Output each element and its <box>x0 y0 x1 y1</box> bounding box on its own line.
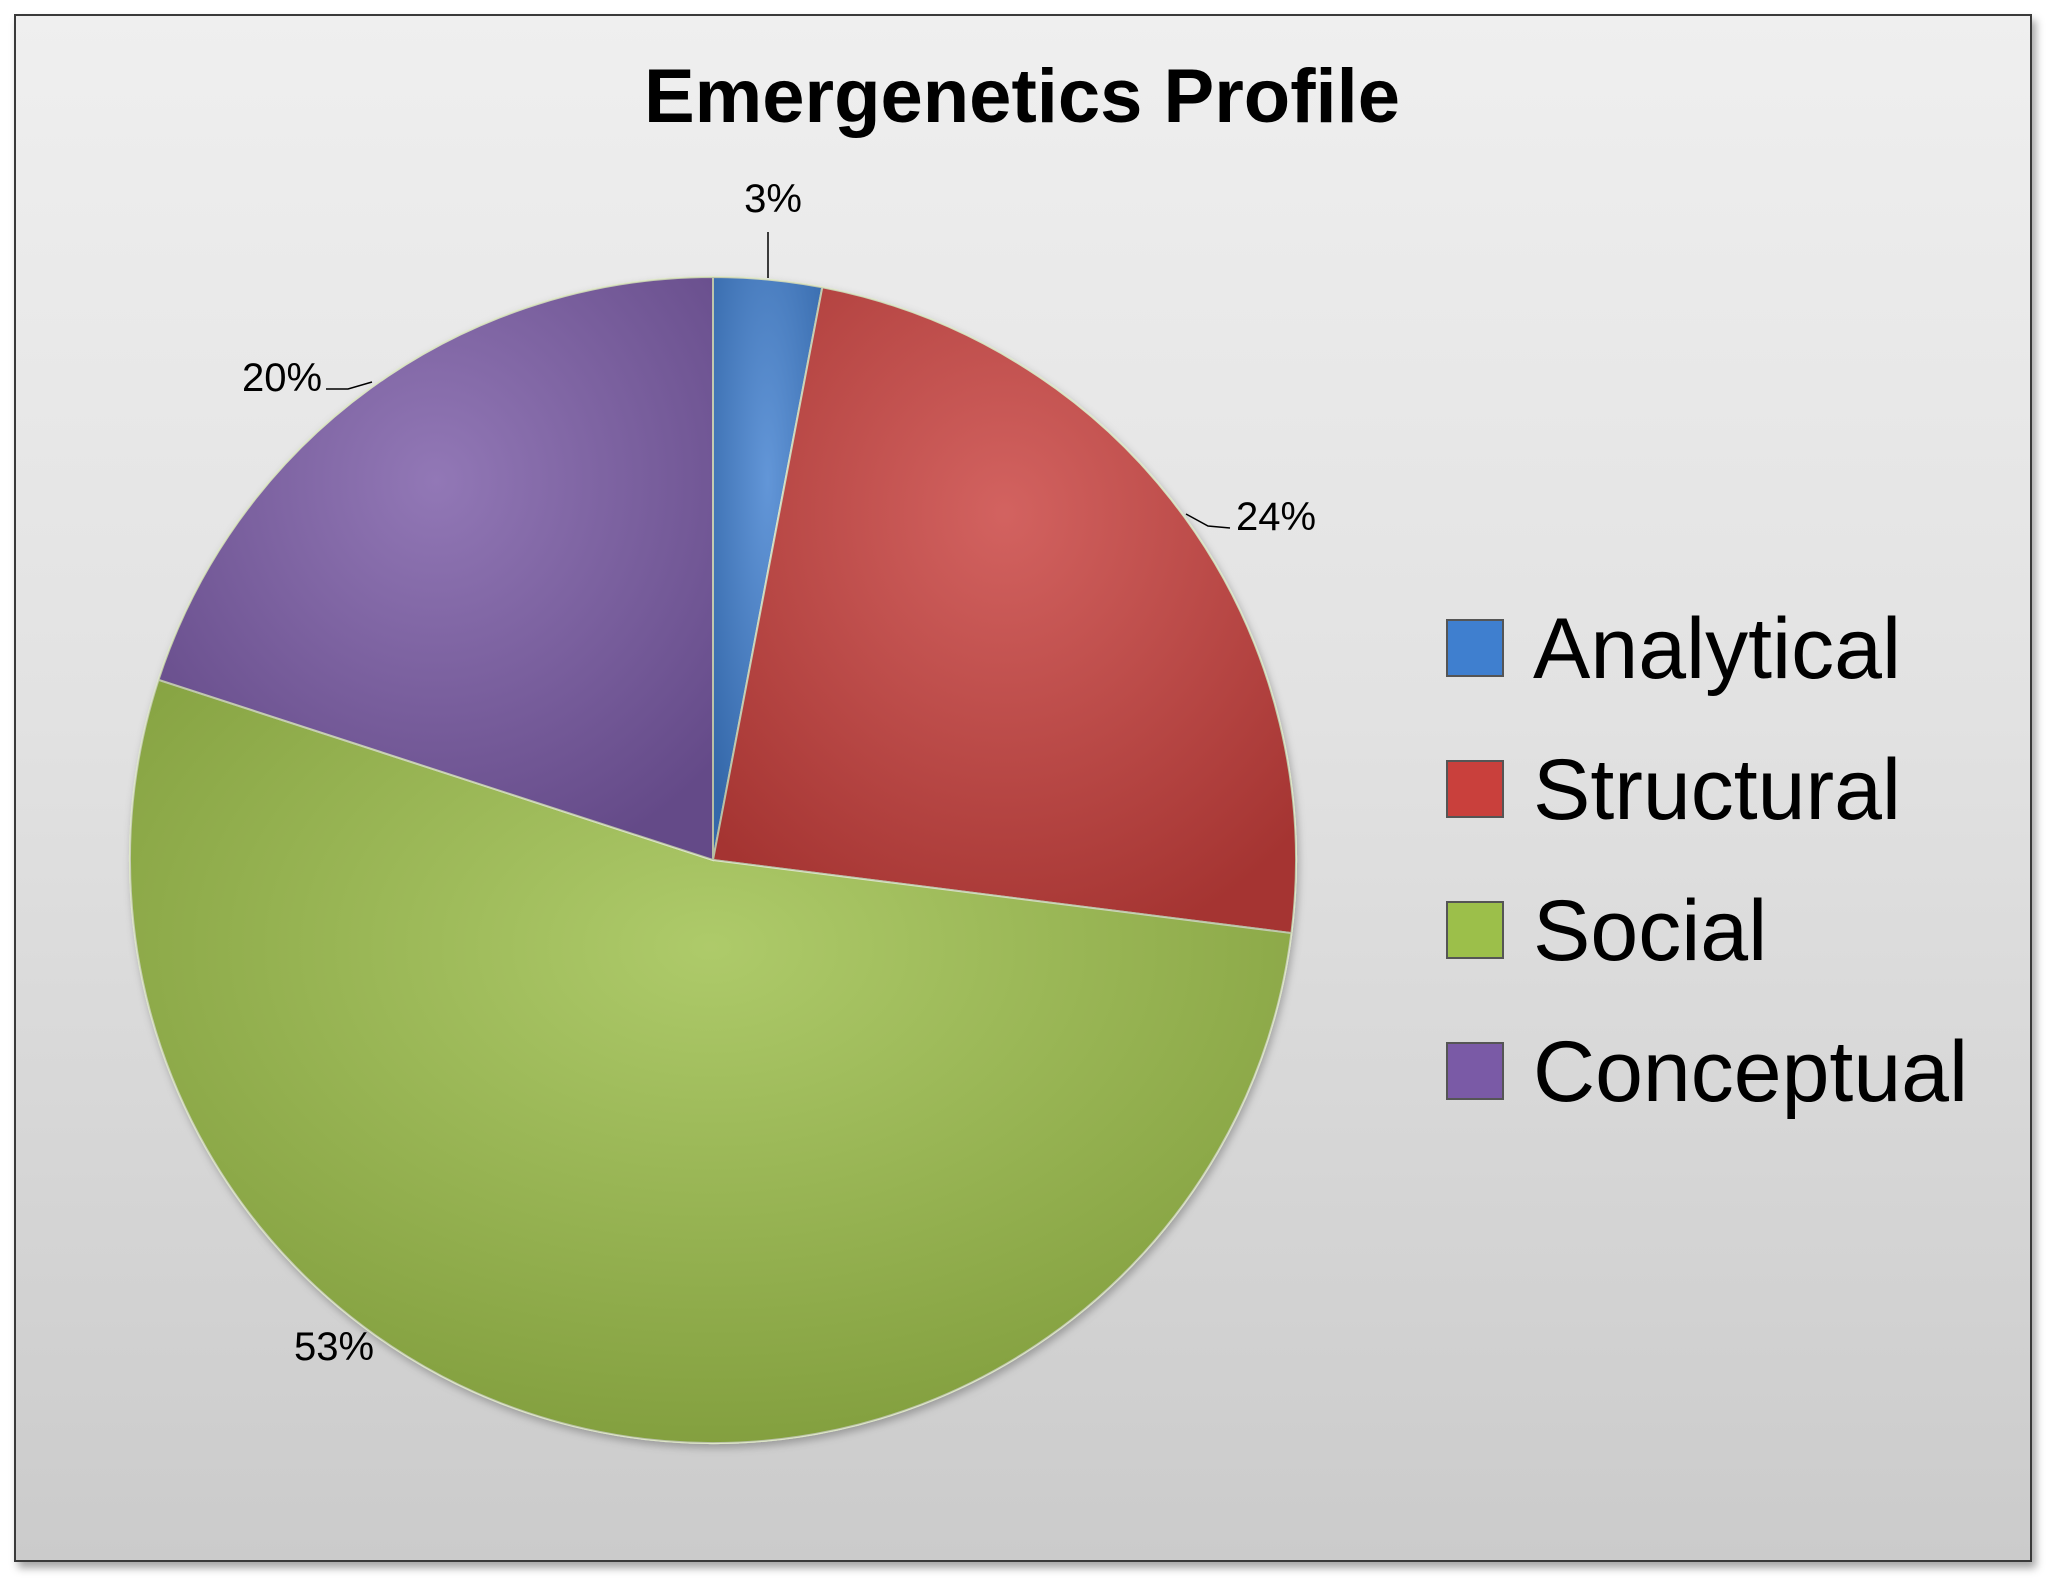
legend-swatch-analytical <box>1446 619 1504 677</box>
legend-swatch-social <box>1446 901 1504 959</box>
chart-title: Emergenetics Profile <box>644 54 1400 139</box>
data-label-analytical: 3% <box>744 177 802 221</box>
pie-slice-shade-conceptual <box>158 277 713 860</box>
legend-label-analytical: Analytical <box>1533 601 1901 697</box>
leader-line-conceptual <box>326 381 373 390</box>
legend-label-structural: Structural <box>1533 742 1901 838</box>
legend: Analytical Structural Social Conceptual <box>1446 601 1968 1120</box>
legend-label-social: Social <box>1533 883 1767 979</box>
pie-shading <box>130 277 1296 1443</box>
data-label-structural: 24% <box>1236 495 1316 539</box>
legend-label-conceptual: Conceptual <box>1533 1024 1968 1120</box>
legend-item-analytical: Analytical <box>1446 601 1901 697</box>
pie-slice-shade-structural <box>713 287 1296 934</box>
legend-swatch-conceptual <box>1446 1042 1504 1100</box>
leader-line-structural <box>1185 513 1231 529</box>
pie-slice-shade-analytical <box>713 277 823 860</box>
legend-item-conceptual: Conceptual <box>1446 1024 1968 1120</box>
data-label-social: 53% <box>294 1325 374 1369</box>
leader-lines <box>326 232 1231 529</box>
data-labels: 3% 24% 53% 20% <box>242 177 1316 1369</box>
data-label-conceptual: 20% <box>242 356 322 400</box>
pie-slice-shade-social <box>130 679 1292 1443</box>
legend-item-structural: Structural <box>1446 742 1901 838</box>
legend-swatch-structural <box>1446 760 1504 818</box>
legend-item-social: Social <box>1446 883 1767 979</box>
